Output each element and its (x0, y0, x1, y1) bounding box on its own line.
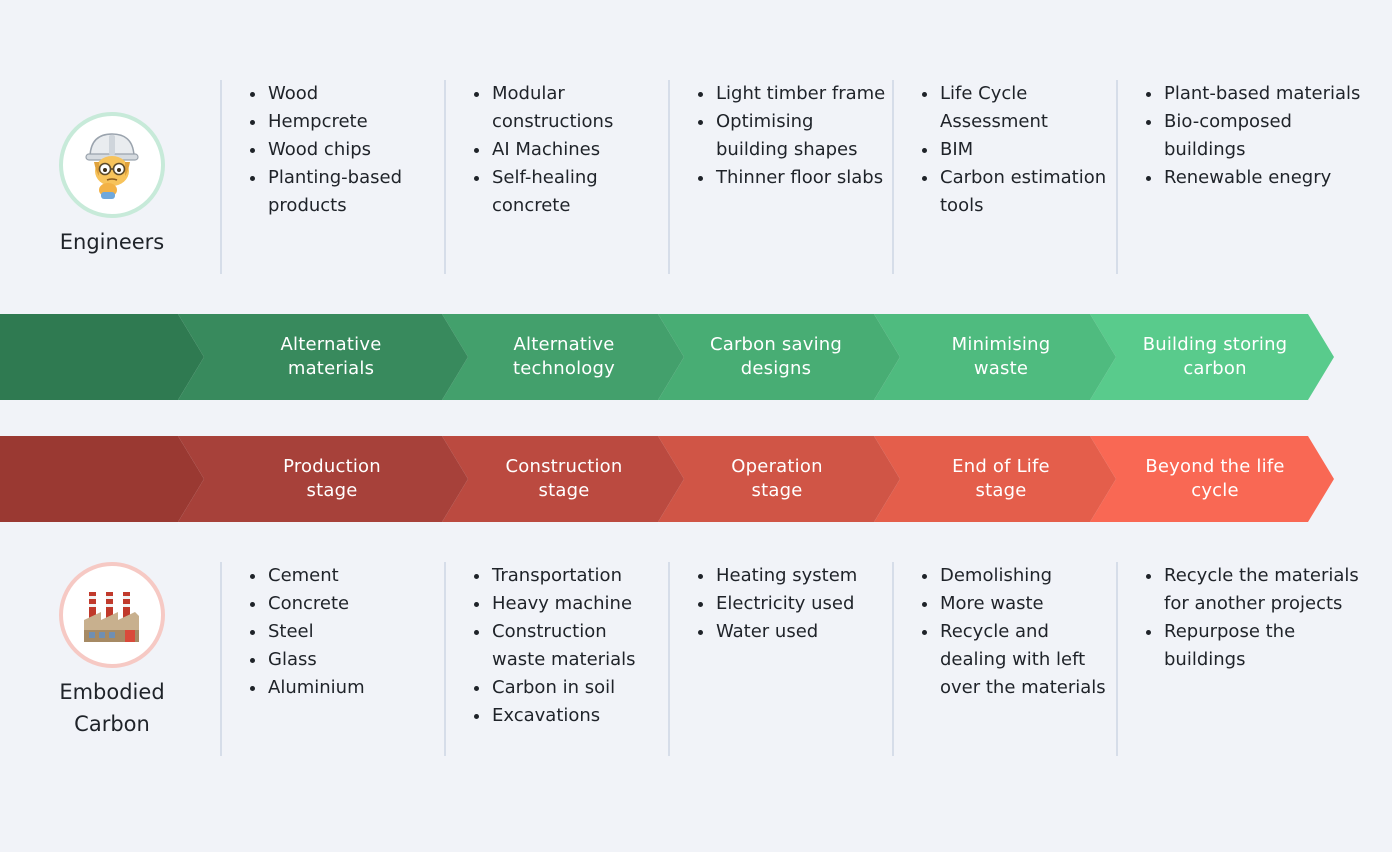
list-item: More waste (920, 590, 1112, 618)
list-item: Hempcrete (248, 108, 440, 136)
stages-arrow-chain (0, 436, 1334, 522)
engineer-emoji-icon (85, 133, 139, 199)
list-item: Wood chips (248, 136, 440, 164)
engineers-avatar (59, 112, 165, 218)
embodied-label: Embodied Carbon (59, 680, 165, 736)
engineers-list-5: Plant-based materials Bio-composed build… (1144, 80, 1366, 192)
stages-label-4: End of Life stage (952, 456, 1050, 501)
engineers-column-1: Wood Hempcrete Wood chips Planting-based… (220, 80, 440, 274)
stages-label-5: Beyond the life cycle (1145, 456, 1285, 501)
list-item: Self-healing concrete (472, 164, 664, 220)
stages-label-1: Production stage (283, 456, 381, 501)
list-item: Heating system (696, 562, 888, 590)
embodied-column-5: Recycle the materials for another projec… (1116, 562, 1366, 756)
list-item: Demolishing (920, 562, 1112, 590)
list-item: Light timber frame (696, 80, 888, 108)
embodied-column-3: Heating system Electricity used Water us… (668, 562, 888, 756)
list-item: Planting-based products (248, 164, 440, 220)
solutions-label-1: Alternative materials (280, 334, 382, 379)
list-item: Excavations (472, 702, 664, 730)
list-item: BIM (920, 136, 1112, 164)
embodied-label-group: Embodied Carbon (22, 562, 202, 740)
solutions-label-3: Carbon saving designs (709, 334, 843, 379)
engineers-label: Engineers (59, 230, 165, 254)
list-item: Glass (248, 646, 440, 674)
solutions-arrow-chain (0, 314, 1334, 400)
embodied-list-3: Heating system Electricity used Water us… (696, 562, 888, 646)
engineers-column-4: Life Cycle Assessment BIM Carbon estimat… (892, 80, 1112, 274)
stages-label-3: Operation stage (731, 456, 823, 501)
embodied-column-4: Demolishing More waste Recycle and deali… (892, 562, 1112, 756)
stages-segment-4 (874, 436, 1116, 522)
list-item: Recycle and dealing with left over the m… (920, 618, 1112, 702)
stages-band: Production stage Construction stage Oper… (0, 436, 1392, 522)
list-item: Water used (696, 618, 888, 646)
solutions-band: Alternative materials Alternative techno… (0, 314, 1392, 400)
list-item: Optimising building shapes (696, 108, 888, 164)
embodied-column-1: Cement Concrete Steel Glass Aluminium (220, 562, 440, 756)
list-item: Aluminium (248, 674, 440, 702)
list-item: Concrete (248, 590, 440, 618)
list-item: Life Cycle Assessment (920, 80, 1112, 136)
factory-emoji-icon (84, 592, 139, 642)
list-item: AI Machines (472, 136, 664, 164)
engineers-list-4: Life Cycle Assessment BIM Carbon estimat… (920, 80, 1112, 220)
solutions-segment-4 (874, 314, 1116, 400)
list-item: Steel (248, 618, 440, 646)
stages-segment-1 (178, 436, 468, 522)
solutions-label-2: Alternative technology (513, 334, 615, 379)
stages-label-2: Construction stage (505, 456, 623, 501)
stages-segment-3 (658, 436, 900, 522)
embodied-list-2: Transportation Heavy machine Constructio… (472, 562, 664, 730)
engineers-list-3: Light timber frame Optimising building s… (696, 80, 888, 192)
list-item: Heavy machine (472, 590, 664, 618)
embodied-column-2: Transportation Heavy machine Constructio… (444, 562, 664, 756)
list-item: Transportation (472, 562, 664, 590)
solutions-segment-3 (658, 314, 900, 400)
engineers-list-1: Wood Hempcrete Wood chips Planting-based… (248, 80, 440, 220)
list-item: Wood (248, 80, 440, 108)
list-item: Recycle the materials for another projec… (1144, 562, 1366, 618)
solutions-segment-1 (178, 314, 468, 400)
engineers-label-group: Engineers (22, 112, 202, 258)
solutions-segment-5 (1090, 314, 1334, 400)
stages-lead-segment (0, 436, 204, 522)
list-item: Renewable enegry (1144, 164, 1366, 192)
embodied-list-4: Demolishing More waste Recycle and deali… (920, 562, 1112, 702)
solutions-label-4: Minimising waste (951, 334, 1051, 379)
list-item: Modular constructions (472, 80, 664, 136)
embodied-avatar (59, 562, 165, 668)
list-item: Carbon in soil (472, 674, 664, 702)
solutions-label-5: Building storing carbon (1142, 334, 1288, 379)
list-item: Thinner floor slabs (696, 164, 888, 192)
list-item: Bio-composed buildings (1144, 108, 1366, 164)
embodied-list-1: Cement Concrete Steel Glass Aluminium (248, 562, 440, 702)
engineers-column-3: Light timber frame Optimising building s… (668, 80, 888, 274)
engineers-list-2: Modular constructions AI Machines Self-h… (472, 80, 664, 220)
list-item: Plant-based materials (1144, 80, 1366, 108)
engineers-column-5: Plant-based materials Bio-composed build… (1116, 80, 1366, 274)
solutions-segment-2 (442, 314, 684, 400)
stages-segment-5 (1090, 436, 1334, 522)
list-item: Construction waste materials (472, 618, 664, 674)
solutions-lead-segment (0, 314, 204, 400)
list-item: Carbon estimation tools (920, 164, 1112, 220)
embodied-list-5: Recycle the materials for another projec… (1144, 562, 1366, 674)
list-item: Electricity used (696, 590, 888, 618)
list-item: Cement (248, 562, 440, 590)
engineers-column-2: Modular constructions AI Machines Self-h… (444, 80, 664, 274)
stages-segment-2 (442, 436, 684, 522)
list-item: Repurpose the buildings (1144, 618, 1366, 674)
